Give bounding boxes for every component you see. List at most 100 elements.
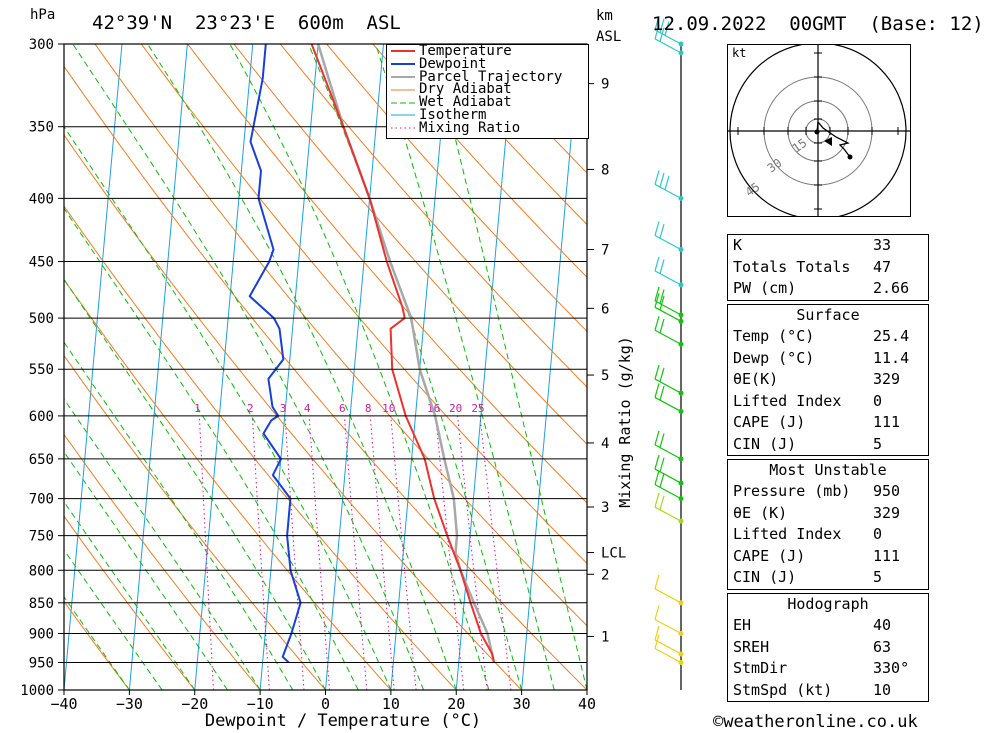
wind-barb-staff — [654, 183, 682, 199]
hodograph-svg: kt 15 30 45 — [728, 45, 910, 216]
series-dewpoint — [248, 44, 302, 664]
index-row-pw: PW (cm) 2.66 — [733, 279, 910, 297]
wind-barb-feather — [659, 18, 665, 33]
x-tick-label: −40 — [50, 695, 77, 713]
km-tick-label: 8 — [601, 162, 609, 178]
most-unstable-title: Most Unstable — [769, 461, 887, 479]
mixing-ratio-label: 20 — [449, 402, 462, 415]
wind-barb-feather — [654, 256, 660, 272]
legend-entry: Isotherm — [391, 106, 487, 123]
mu-row: θE (K) 329 — [733, 503, 901, 522]
wind-barb-feather — [659, 367, 665, 382]
pressure-tick-label: 700 — [29, 492, 54, 508]
hodograph-unit-label: kt — [732, 46, 746, 60]
wind-barb-staff — [654, 38, 682, 54]
legend-entry: Dewpoint — [391, 55, 487, 72]
pressure-tick-label: 500 — [29, 311, 54, 327]
km-tick-label: 4 — [601, 436, 609, 452]
mu-row: Lifted Index 0 — [733, 525, 883, 543]
km-tick-label: 2 — [601, 567, 609, 583]
mixing-ratio-line — [251, 415, 270, 690]
wind-barb-feather — [659, 224, 665, 239]
wind-barb-feather — [664, 175, 670, 190]
mixing-ratio-line — [435, 415, 465, 690]
indices-table: K 33 Totals Totals 47 PW (cm) 2.66 — [727, 234, 929, 301]
wind-barb-feather — [659, 289, 665, 304]
mixing-ratio-line — [343, 415, 368, 690]
surface-table: Surface Temp (°C) 25.4 Dewp (°C) 11.4 θE(K… — [727, 304, 929, 456]
wet-adiabat-line — [64, 398, 261, 690]
x-tick-label: 10 — [382, 695, 400, 713]
pressure-tick-label: 350 — [29, 120, 54, 136]
isotherm-line — [325, 44, 384, 690]
wind-barb-staff — [654, 396, 682, 412]
chart-legend: Temperature Dewpoint Parcel Trajectory Dry … — [386, 44, 589, 139]
wind-barb-column — [654, 15, 684, 690]
dry-adiabat-line — [372, 44, 587, 278]
wind-barb-feather — [654, 170, 660, 185]
wind-barb-feather — [659, 473, 665, 488]
wind-barb-feather — [654, 430, 660, 446]
mu-row: CAPE (J) 111 — [733, 546, 901, 565]
x-tick-label: 40 — [578, 695, 596, 713]
mixing-ratio-line — [308, 415, 330, 690]
wind-barb-staff — [654, 270, 682, 286]
wet-adiabat-line — [64, 595, 130, 690]
surface-row: θE(K) 329 — [733, 370, 901, 388]
wind-barb-feather — [659, 259, 665, 274]
wet-adiabat-line — [147, 44, 457, 690]
mixing-ratio-label: 2 — [247, 402, 254, 415]
pressure-tick-label: 650 — [29, 452, 54, 468]
wind-barb-feather — [659, 457, 665, 472]
wet-adiabat-line — [64, 125, 392, 690]
pressure-tick-label: 450 — [29, 255, 54, 271]
wind-barb-feather — [654, 286, 660, 302]
wet-adiabat-line — [375, 44, 555, 690]
dry-adiabat-line — [64, 600, 130, 690]
isotherm-line — [194, 44, 254, 690]
surface-row: Lifted Index 0 — [733, 391, 883, 410]
legend-entry: Parcel Trajectory — [391, 68, 563, 85]
km-tick-label: 3 — [601, 500, 609, 516]
km-tick-label: LCL — [601, 546, 626, 562]
mixing-ratio-line — [198, 415, 214, 690]
wind-barb-feather — [659, 318, 665, 334]
isotherm-line — [521, 44, 581, 690]
dry-adiabat-line — [418, 44, 587, 226]
isotherm-line — [128, 44, 188, 690]
hodo-row: StmSpd (kt) 10 — [733, 680, 892, 699]
dry-adiabat-line — [64, 134, 522, 690]
wind-barb-staff — [654, 378, 682, 394]
dry-adiabat-line — [64, 515, 196, 690]
surface-title: Surface — [796, 306, 860, 324]
dry-adiabat-line — [64, 278, 392, 690]
legend-entry: Wet Adiabat — [391, 94, 512, 111]
pressure-tick-label: 1000 — [20, 683, 54, 699]
wind-barb-feather — [654, 24, 660, 40]
mu-row: CIN (J) 5 — [733, 568, 883, 586]
dry-adiabat-line — [140, 44, 587, 565]
x-tick-label: 0 — [321, 695, 330, 713]
plot-frame — [63, 43, 588, 691]
most-unstable-table: Most Unstable Pressure (mb) 950 θE (K) 329… — [727, 459, 929, 590]
pressure-tick-label: 600 — [29, 409, 54, 425]
mixing-ratio-label: 25 — [471, 402, 484, 415]
mixing-ratio-line — [457, 415, 488, 690]
wind-barb-feather — [654, 15, 660, 31]
wind-barb-staff — [654, 29, 682, 45]
wind-barb-staff — [654, 647, 682, 664]
wind-barb-feather — [659, 495, 665, 511]
isotherm-line — [259, 44, 319, 690]
wet-adiabat-line — [307, 44, 523, 690]
km-tick-label: 6 — [601, 301, 609, 317]
wind-barb-feather — [654, 316, 660, 331]
wet-adiabat-line — [64, 278, 326, 690]
wind-barb-feather — [654, 574, 660, 589]
index-row-k: K 33 — [733, 236, 892, 254]
pressure-tick-label: 300 — [29, 37, 54, 53]
mixing-ratio-line — [369, 415, 395, 690]
km-tick-label: 1 — [601, 629, 609, 645]
hodo-row: EH 40 — [733, 616, 892, 634]
wet-adiabat-line — [72, 44, 425, 690]
surface-row: CIN (J) 5 — [733, 434, 883, 453]
